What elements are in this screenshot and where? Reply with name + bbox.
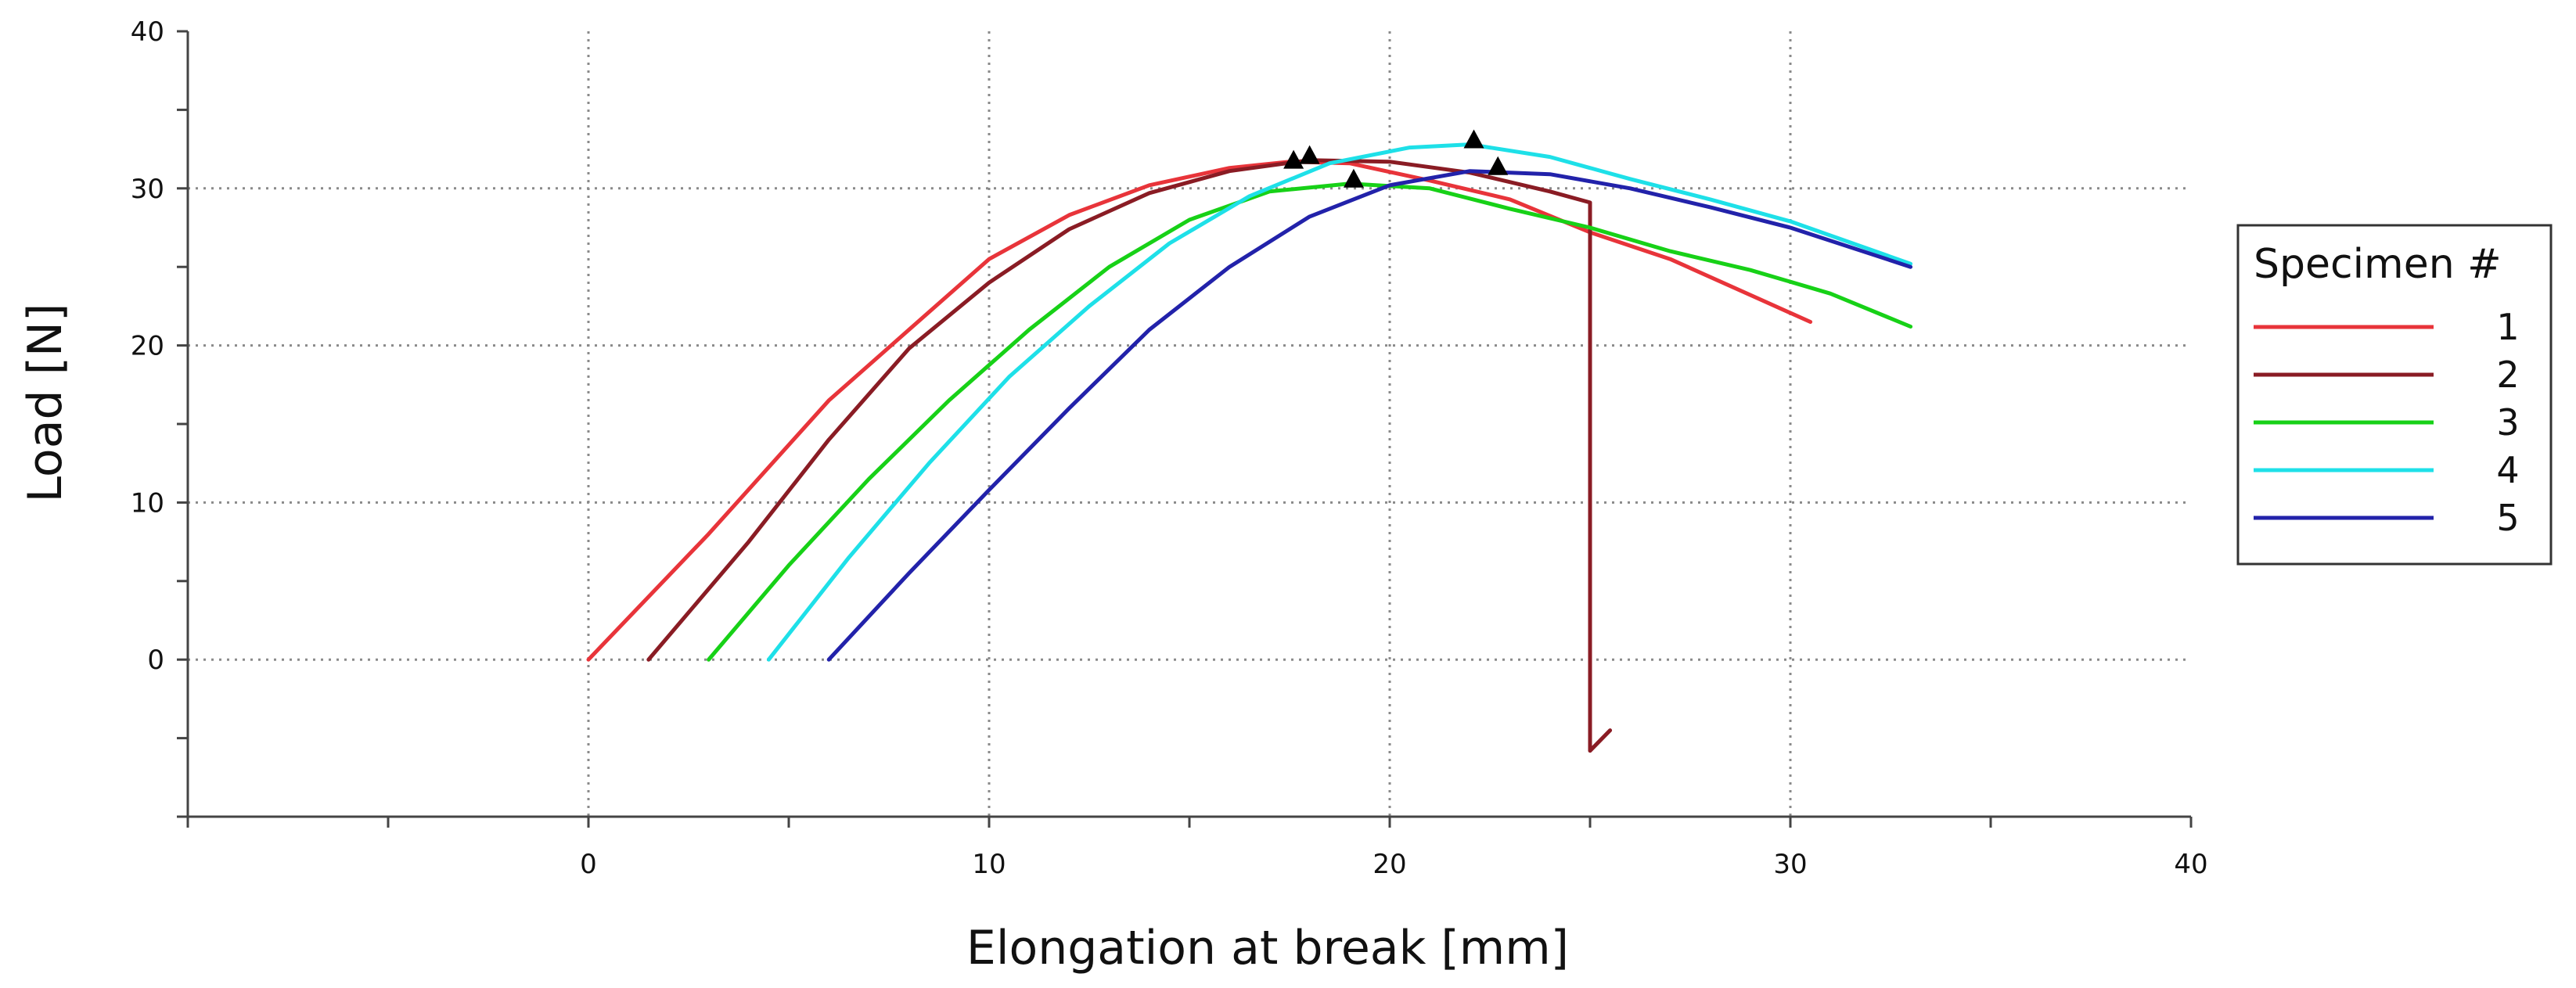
legend-label-2: 2	[2496, 354, 2519, 396]
legend-label-3: 3	[2496, 401, 2519, 444]
y-tick-label: 0	[147, 645, 164, 676]
peak-marker-3	[1343, 168, 1364, 188]
y-axis-title: Load [N]	[18, 304, 73, 503]
x-axis-title: Elongation at break [mm]	[966, 921, 1569, 975]
x-tick-label: 40	[2174, 849, 2207, 880]
y-tick-label: 10	[131, 487, 164, 519]
x-tick-label: 0	[580, 849, 597, 880]
series-line-5	[826, 169, 1913, 662]
legend-label-1: 1	[2496, 306, 2519, 348]
legend-label-5: 5	[2496, 497, 2519, 539]
peak-marker-5	[1488, 156, 1509, 175]
y-tick-label: 40	[131, 16, 164, 48]
grid	[188, 31, 2191, 817]
ticks: 0 10 20 30 40 0 10 20 30 40	[131, 16, 2208, 880]
axes	[186, 31, 2191, 818]
legend: Specimen # 1 2 3 4 5	[2236, 224, 2553, 566]
series-line-4	[766, 142, 1913, 662]
x-tick-label: 30	[1773, 849, 1807, 880]
series-line-3	[707, 181, 1913, 662]
y-tick-label: 20	[131, 331, 164, 362]
legend-title: Specimen #	[2254, 241, 2502, 288]
x-tick-label: 10	[972, 849, 1006, 880]
peak-marker-2	[1299, 145, 1320, 164]
series-lines	[586, 142, 1913, 753]
y-tick-label: 30	[131, 174, 164, 205]
legend-box	[2236, 224, 2553, 566]
x-tick-label: 20	[1373, 849, 1406, 880]
peak-marker-1	[1283, 149, 1304, 169]
peak-markers	[1283, 129, 1509, 188]
legend-label-4: 4	[2496, 449, 2519, 491]
series-line-2	[646, 158, 1613, 753]
peak-marker-4	[1463, 129, 1484, 149]
